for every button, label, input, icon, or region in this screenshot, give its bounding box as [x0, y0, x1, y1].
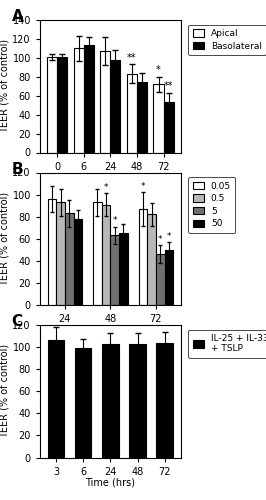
Bar: [110, 236, 119, 305]
Text: B: B: [12, 162, 23, 177]
Bar: [84, 44, 94, 152]
Bar: [156, 342, 173, 458]
X-axis label: Time (hrs): Time (hrs): [85, 326, 135, 336]
Bar: [102, 344, 119, 458]
Bar: [48, 340, 64, 458]
Bar: [74, 219, 82, 305]
Bar: [153, 84, 164, 152]
Bar: [137, 82, 147, 152]
Bar: [164, 250, 173, 305]
Bar: [147, 214, 156, 305]
Bar: [110, 60, 120, 152]
Legend: 0.05, 0.5, 5, 50: 0.05, 0.5, 5, 50: [188, 177, 235, 233]
Text: *: *: [158, 236, 163, 244]
Text: **: **: [127, 53, 137, 63]
Text: *: *: [156, 66, 161, 76]
Bar: [57, 57, 67, 152]
Legend: IL-25 + IL-33
+ TSLP: IL-25 + IL-33 + TSLP: [188, 330, 266, 358]
Bar: [102, 204, 110, 305]
Bar: [127, 74, 137, 152]
Bar: [93, 202, 102, 305]
Bar: [75, 348, 92, 458]
Bar: [129, 344, 146, 458]
X-axis label: Time (hrs): Time (hrs): [85, 173, 135, 183]
Bar: [74, 48, 84, 152]
Text: A: A: [12, 10, 23, 24]
Bar: [100, 51, 110, 152]
Bar: [56, 202, 65, 305]
Y-axis label: TEER (% of control): TEER (% of control): [0, 344, 10, 438]
Text: *: *: [141, 182, 145, 192]
Bar: [139, 209, 147, 305]
Bar: [47, 57, 57, 152]
Y-axis label: TEER (% of control): TEER (% of control): [0, 39, 10, 134]
Text: **: **: [164, 82, 173, 92]
Bar: [65, 214, 74, 305]
Text: C: C: [12, 314, 23, 330]
Text: *: *: [167, 232, 171, 241]
Text: *: *: [113, 216, 117, 226]
Y-axis label: TEER (% of control): TEER (% of control): [0, 192, 10, 286]
Text: *: *: [104, 184, 108, 192]
Bar: [164, 102, 174, 152]
X-axis label: Time (hrs): Time (hrs): [85, 478, 135, 488]
Legend: Apical, Basolateral: Apical, Basolateral: [188, 24, 266, 55]
Bar: [119, 233, 128, 305]
Bar: [156, 254, 164, 305]
Bar: [48, 199, 56, 305]
